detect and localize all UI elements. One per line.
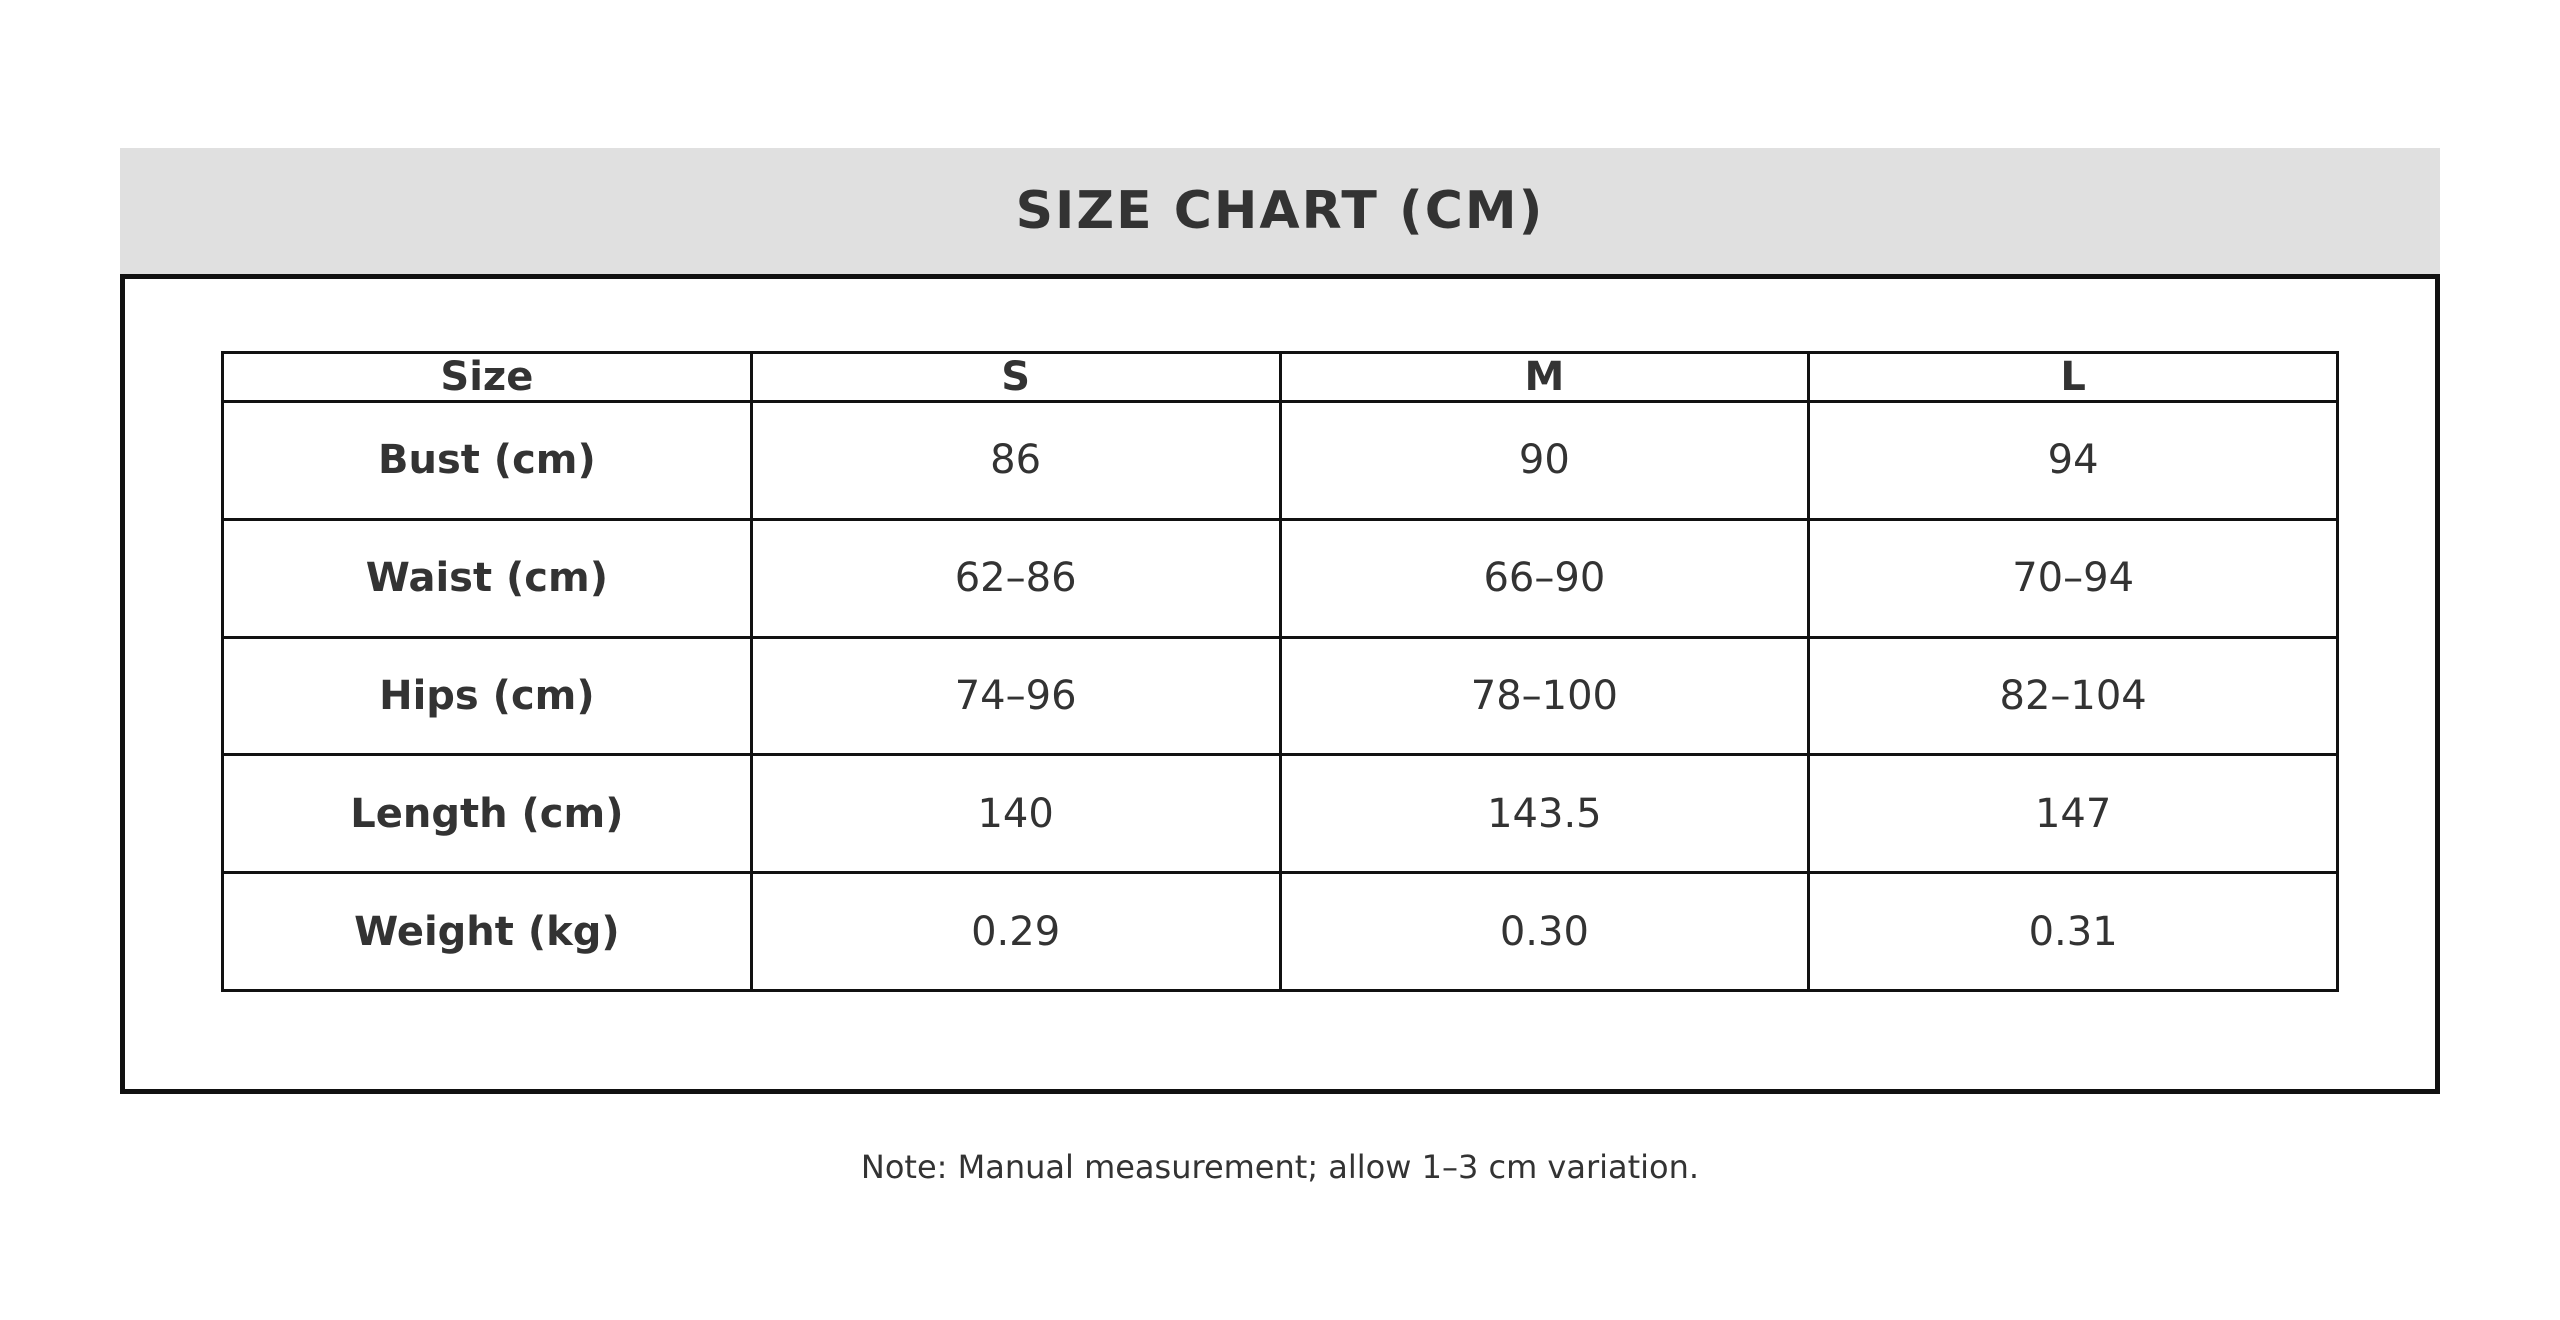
cell-bust-m: 90 bbox=[1278, 400, 1811, 521]
cell-hips-m: 78–100 bbox=[1278, 635, 1811, 757]
header-row: Size S M L bbox=[221, 351, 2339, 403]
row-label-hips: Hips (cm) bbox=[221, 635, 753, 757]
column-header-s: S bbox=[749, 351, 1282, 403]
cell-waist-m: 66–90 bbox=[1278, 517, 1811, 639]
cell-waist-l: 70–94 bbox=[1807, 517, 2339, 639]
table-row-hips: Hips (cm) 74–96 78–100 82–104 bbox=[221, 635, 2339, 757]
cell-length-s: 140 bbox=[749, 753, 1282, 875]
cell-waist-s: 62–86 bbox=[749, 517, 1282, 639]
cell-bust-s: 86 bbox=[749, 400, 1282, 521]
cell-weight-l: 0.31 bbox=[1807, 871, 2339, 992]
row-label-waist: Waist (cm) bbox=[221, 517, 753, 639]
cell-length-l: 147 bbox=[1807, 753, 2339, 875]
cell-hips-l: 82–104 bbox=[1807, 635, 2339, 757]
size-table: Size S M L Bust (cm) 86 90 94 Waist (cm)… bbox=[221, 351, 2339, 992]
row-label-length: Length (cm) bbox=[221, 753, 753, 875]
row-label-weight: Weight (kg) bbox=[221, 871, 753, 992]
page-title: SIZE CHART (CM) bbox=[1015, 181, 1545, 241]
cell-weight-m: 0.30 bbox=[1278, 871, 1811, 992]
cell-hips-s: 74–96 bbox=[749, 635, 1282, 757]
cell-weight-s: 0.29 bbox=[749, 871, 1282, 992]
row-label-bust: Bust (cm) bbox=[221, 400, 753, 521]
title-band: SIZE CHART (CM) bbox=[120, 148, 2440, 274]
column-header-l: L bbox=[1807, 351, 2339, 403]
column-header-m: M bbox=[1278, 351, 1811, 403]
table-row-weight: Weight (kg) 0.29 0.30 0.31 bbox=[221, 871, 2339, 992]
note-text: Note: Manual measurement; allow 1–3 cm v… bbox=[860, 1148, 1700, 1186]
cell-bust-l: 94 bbox=[1807, 400, 2339, 521]
table-row-waist: Waist (cm) 62–86 66–90 70–94 bbox=[221, 517, 2339, 639]
table-row-length: Length (cm) 140 143.5 147 bbox=[221, 753, 2339, 875]
table-row-bust: Bust (cm) 86 90 94 bbox=[221, 400, 2339, 521]
cell-length-m: 143.5 bbox=[1278, 753, 1811, 875]
column-header-size: Size bbox=[221, 351, 753, 403]
